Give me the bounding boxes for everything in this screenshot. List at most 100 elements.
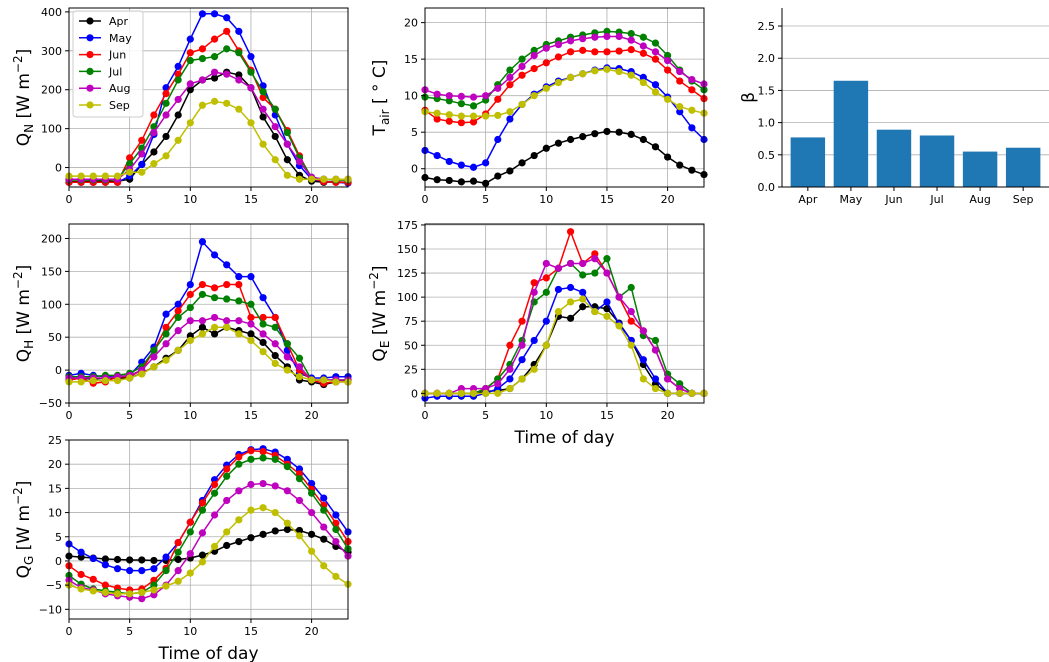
data-point xyxy=(235,516,243,524)
data-point xyxy=(433,109,441,117)
x-tick-label: May xyxy=(840,193,863,206)
data-point xyxy=(259,88,267,96)
data-point xyxy=(530,65,538,73)
y-tick-label: 100 xyxy=(397,291,418,304)
data-point xyxy=(615,32,623,41)
data-point xyxy=(579,132,587,141)
data-point xyxy=(210,323,219,331)
data-point xyxy=(457,92,465,101)
y-tick-label: −50 xyxy=(39,397,62,410)
axes-frame xyxy=(68,7,349,188)
data-point xyxy=(174,76,182,84)
y-label-symbol: Q xyxy=(14,349,34,362)
panel-qe: 0 5 10 15 20 0 25 50 75 100 125 150 175 QE [W m−2] Tim… xyxy=(367,219,708,448)
data-point xyxy=(247,119,255,127)
x-tick-label: 10 xyxy=(183,193,197,206)
data-point xyxy=(198,506,207,514)
data-point xyxy=(518,100,526,109)
data-point xyxy=(482,112,490,120)
data-point xyxy=(138,567,146,575)
data-point xyxy=(651,81,660,89)
data-point xyxy=(283,128,291,137)
series-sep xyxy=(65,97,352,183)
data-point xyxy=(433,176,441,184)
data-point xyxy=(235,317,243,325)
data-point xyxy=(210,489,219,497)
data-point xyxy=(579,70,587,78)
data-point xyxy=(186,86,194,94)
y-axis-label: QE [W m−2] xyxy=(367,265,392,361)
y-tick-label: 300 xyxy=(41,45,62,58)
x-tick-label: 20 xyxy=(661,193,675,206)
data-point xyxy=(664,57,672,65)
series-aug xyxy=(421,32,708,101)
data-point xyxy=(445,176,453,185)
y-tick-label: −10 xyxy=(39,603,62,616)
y-tick-label: 2.0 xyxy=(758,52,776,65)
data-point xyxy=(308,547,316,555)
data-point xyxy=(603,48,611,56)
data-point xyxy=(627,46,635,54)
panel-tair: 0 5 10 15 20 0 5 10 15 20 Tair [ ° C] xyxy=(370,7,708,206)
data-point xyxy=(259,338,267,347)
y-tick-label: 125 xyxy=(397,267,418,280)
x-tick-label: 20 xyxy=(305,625,319,638)
series-may xyxy=(65,238,352,382)
data-point xyxy=(210,511,219,519)
data-point xyxy=(332,537,340,546)
data-point xyxy=(506,384,514,393)
axes-frame xyxy=(68,439,349,620)
data-point xyxy=(639,356,647,364)
data-point xyxy=(627,307,635,316)
data-point xyxy=(308,508,316,517)
data-point xyxy=(664,153,672,161)
data-point xyxy=(651,55,660,63)
data-point xyxy=(332,572,340,581)
data-point xyxy=(627,29,635,38)
data-point xyxy=(138,168,146,176)
data-point xyxy=(591,130,599,138)
data-point xyxy=(332,511,340,519)
data-point xyxy=(101,377,109,385)
data-point xyxy=(138,160,146,169)
data-point xyxy=(639,42,647,50)
data-point xyxy=(615,322,623,330)
data-point xyxy=(603,65,611,73)
data-point xyxy=(506,167,514,175)
data-point xyxy=(445,389,453,397)
series-line xyxy=(68,240,348,379)
y-label-unit-close: ] xyxy=(14,49,34,56)
data-point xyxy=(494,111,502,119)
y-tick-label: 0.5 xyxy=(758,149,776,162)
data-point xyxy=(688,86,696,94)
data-point xyxy=(223,27,231,35)
y-tick-label: 1.0 xyxy=(758,117,776,130)
data-point xyxy=(482,159,490,167)
data-point xyxy=(210,97,219,105)
data-point xyxy=(603,269,611,277)
data-point xyxy=(77,172,85,180)
data-point xyxy=(283,487,291,495)
data-point xyxy=(627,283,635,292)
series-may xyxy=(421,283,708,402)
data-point xyxy=(138,595,146,603)
data-point xyxy=(554,264,563,272)
x-tick-label: 0 xyxy=(422,193,429,206)
data-point xyxy=(651,384,660,393)
data-point xyxy=(223,70,231,78)
data-point xyxy=(174,62,182,70)
data-point xyxy=(469,118,478,126)
data-point xyxy=(174,567,182,575)
data-point xyxy=(223,541,231,550)
data-point xyxy=(271,105,279,113)
data-point xyxy=(530,365,538,373)
x-tick-label: Aug xyxy=(969,193,990,206)
data-point xyxy=(283,140,291,148)
data-point xyxy=(469,102,478,110)
legend-swatch-marker xyxy=(86,84,94,92)
data-point xyxy=(174,307,182,315)
data-point xyxy=(223,14,231,22)
data-point xyxy=(591,33,599,41)
data-point xyxy=(603,127,611,136)
